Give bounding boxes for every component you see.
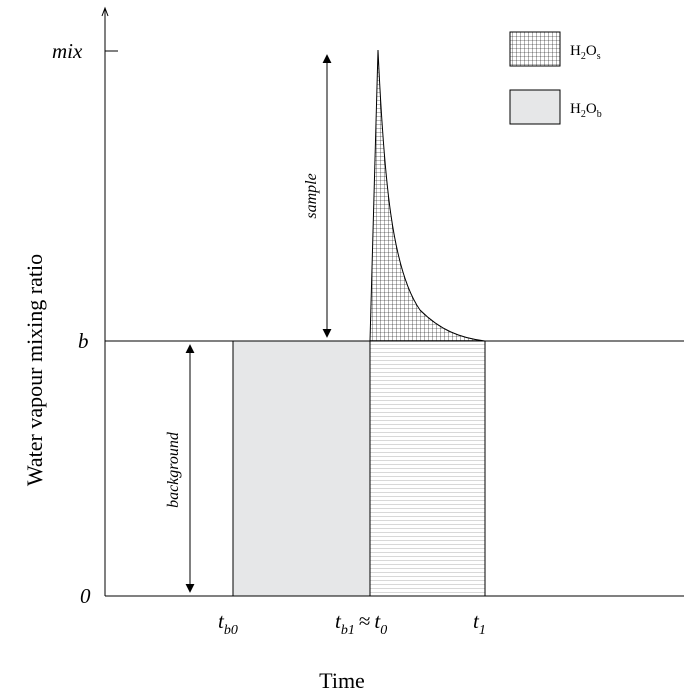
y-axis-label: Water vapour mixing ratio [22, 254, 47, 486]
background-gray-region [232, 340, 371, 597]
background-label: background [165, 431, 182, 508]
x-tick-t1: t1 [473, 609, 486, 638]
x-axis-label: Time [319, 668, 365, 693]
y-tick-mix: mix [52, 39, 83, 63]
sample-peak [369, 49, 486, 342]
y-tick-b: b [78, 329, 89, 353]
x-tick-tb1-t0: tb1 ≈ t0 [335, 609, 387, 638]
legend-label-background: H2Ob [570, 101, 602, 120]
sample-label: sample [303, 173, 320, 218]
legend-label-sample: H2Os [570, 43, 601, 62]
x-tick-tb0: tb0 [218, 609, 238, 638]
y-axis-arrow-icon [101, 6, 109, 17]
legend-swatch-gray [509, 89, 561, 125]
legend-swatch-grid [509, 31, 561, 67]
y-tick-zero: 0 [80, 584, 91, 608]
striped-region [369, 340, 486, 597]
